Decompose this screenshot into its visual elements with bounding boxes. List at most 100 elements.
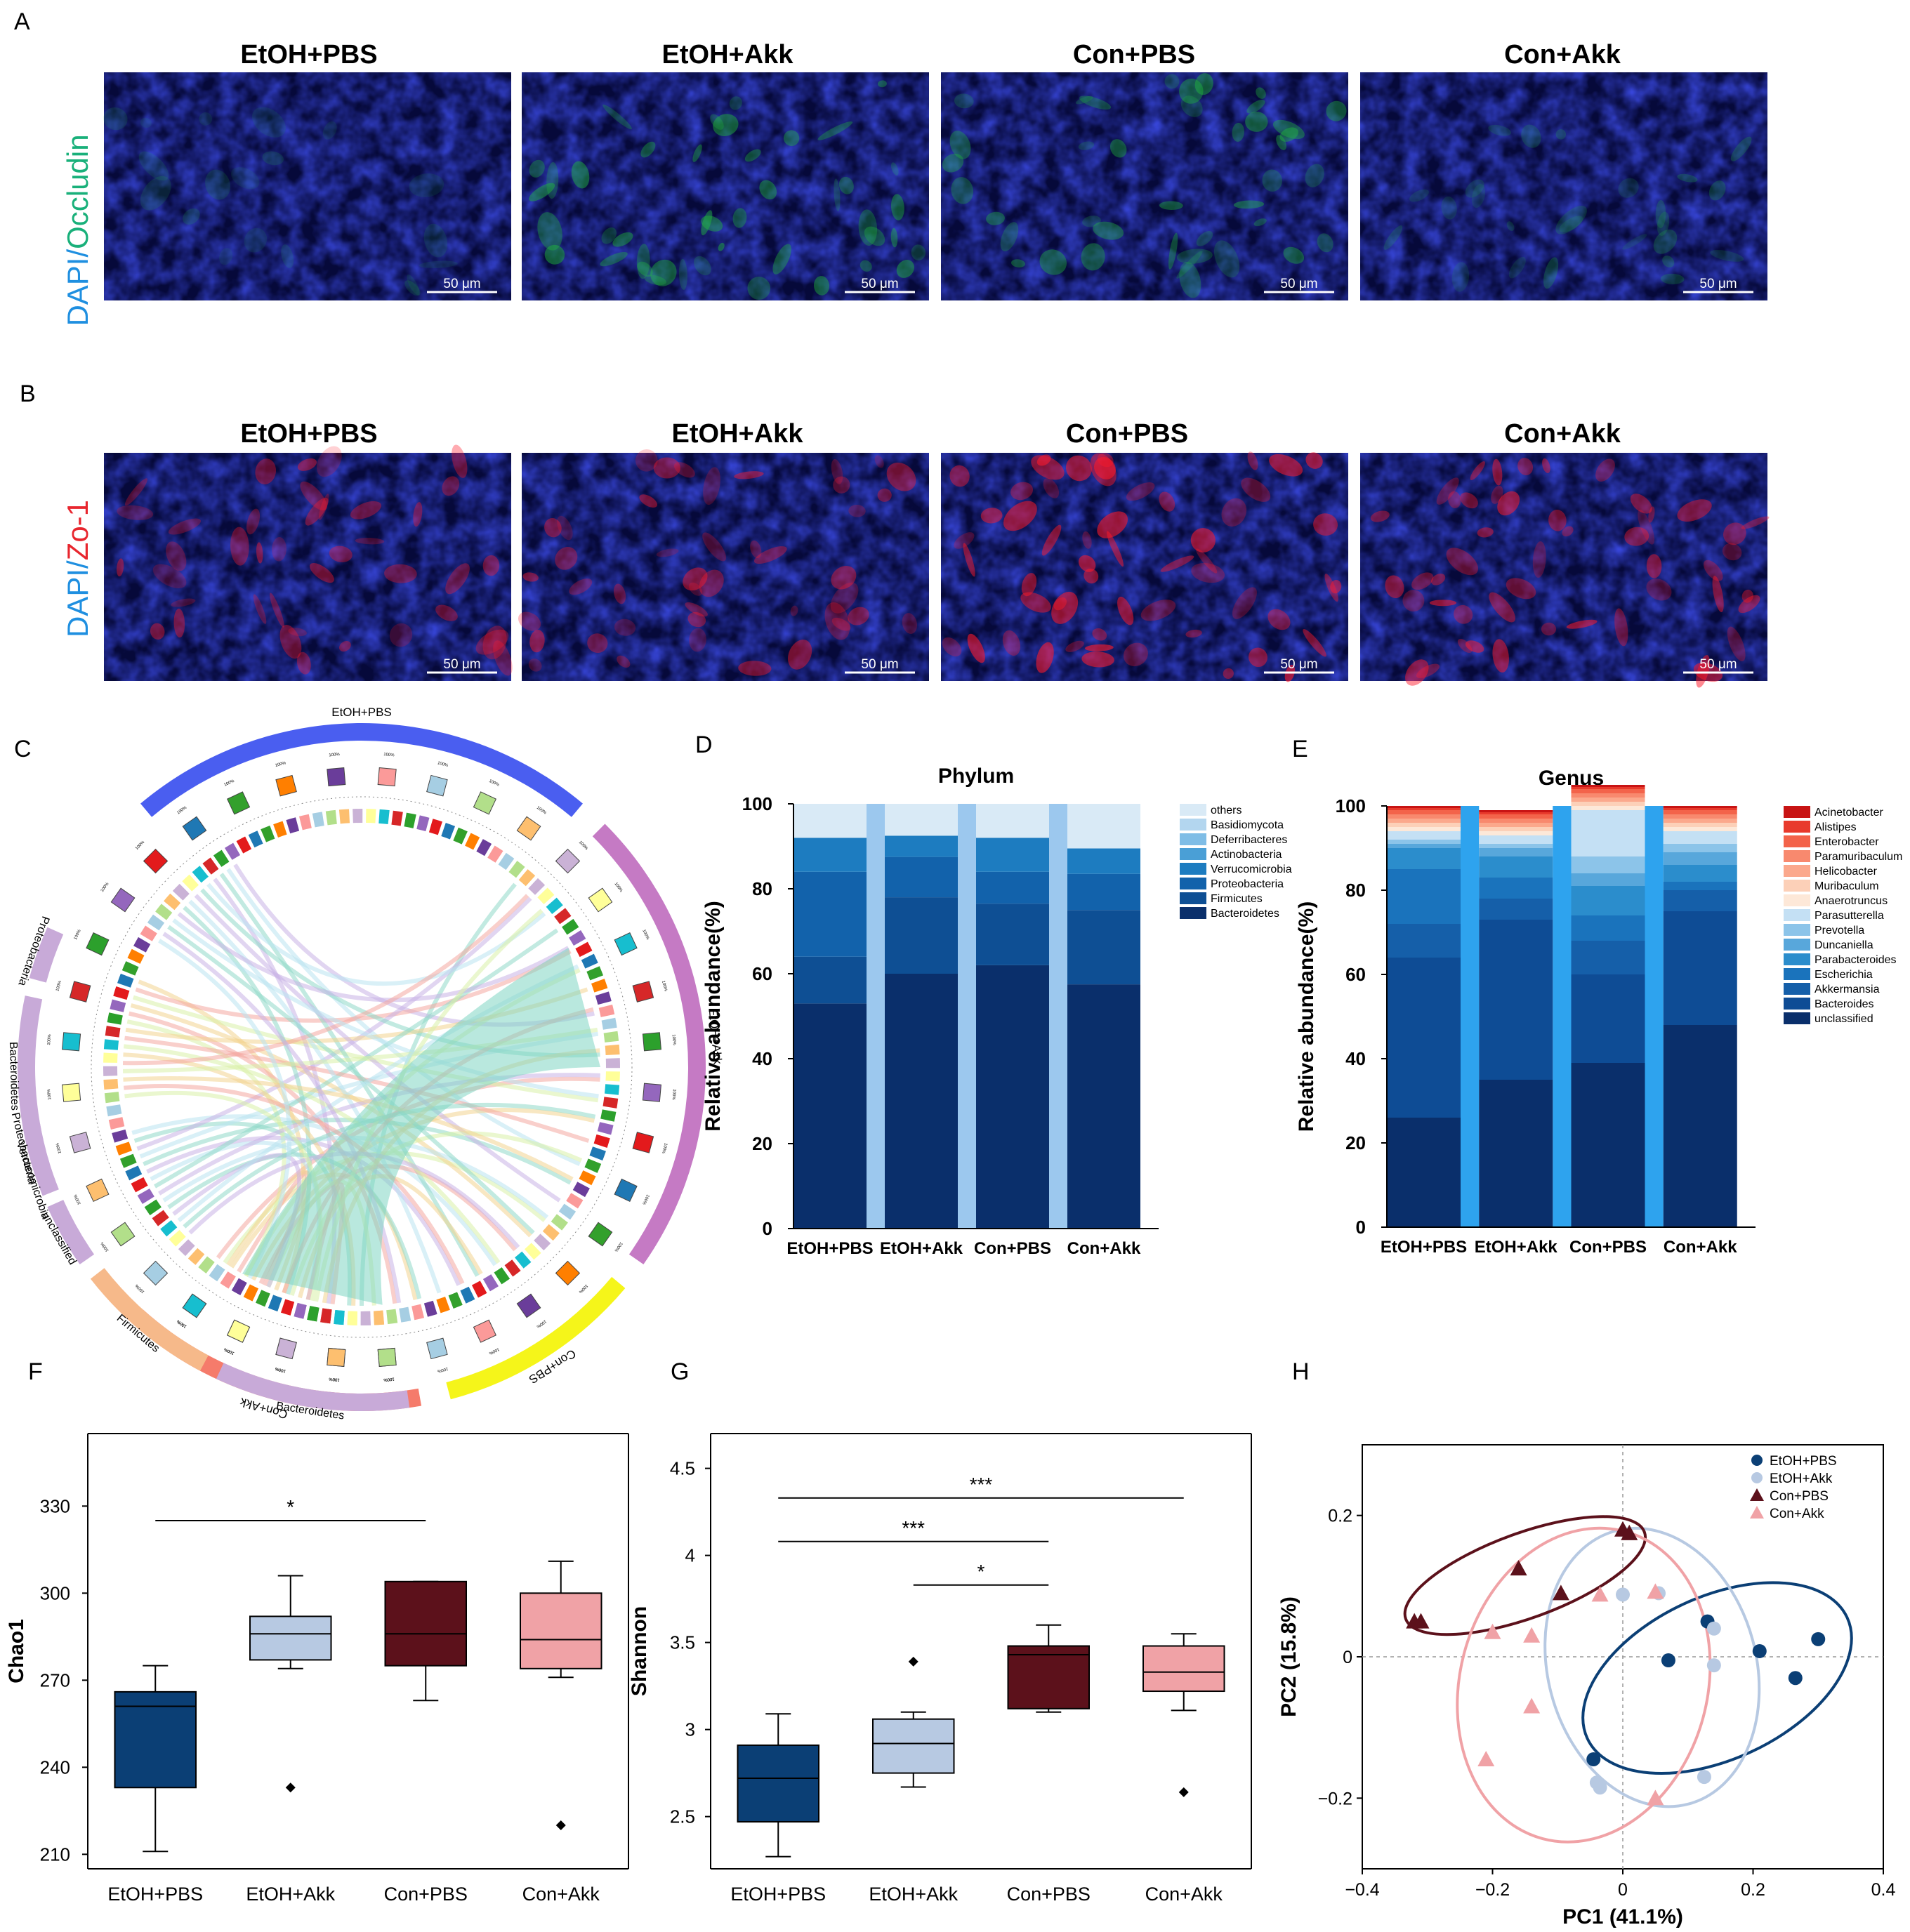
stain-signal [858,209,878,246]
bar-segment-enterobacter [1663,810,1737,814]
inner-color-segment [268,1295,282,1311]
inner-color-segment [534,1233,551,1251]
data-point [1647,1789,1664,1806]
stain-signal [1191,562,1225,583]
sample-bar-mini-chart [327,1347,346,1367]
inner-color-segment [325,809,337,826]
stain-signal [694,256,711,276]
stain-signal [612,232,633,247]
bar-segment-enterobacter [1479,814,1553,819]
bar-segment-helicobacter [1663,819,1737,823]
stain-signal [1541,622,1557,636]
stain-signal [653,457,680,479]
bar-segment-bacteroidetes [793,1003,867,1229]
sample-tick-label: 100% [135,1283,146,1294]
bar-segment-prevotella [1479,844,1553,848]
stain-signal [890,227,898,248]
stain-signal [848,504,866,517]
stain-signal [1041,524,1062,556]
stain-signal [1283,246,1305,264]
stain-signal [1477,527,1494,538]
stain-signal [544,244,565,265]
legend-swatch [1180,878,1206,889]
sample-bar-mini-chart [614,1178,638,1202]
stain-signal [555,547,578,570]
sample-bar-mini-chart [642,1032,661,1052]
stain-signal [262,151,284,166]
stain-signal [942,637,962,657]
stain-signal [1164,74,1180,89]
stain-signal [1416,663,1440,679]
y-axis-label: Shannon [628,1606,651,1696]
bar-segment-verrucomicrobia [793,838,867,872]
data-point [1616,1587,1630,1602]
bar-segment-escherichia [1571,915,1645,941]
sample-tick-label: 100% [383,753,395,757]
stain-signal [1409,189,1429,202]
scale-bar-label: 50 μm [861,277,898,291]
data-point [1484,1623,1501,1639]
x-tick-label: Con+Akk [1664,1238,1737,1257]
stain-signal [1126,482,1155,501]
bar-segment-paramuribaculum [1663,814,1737,819]
bar-segment-akkermansia [1387,924,1461,958]
stain-signal [1196,231,1213,246]
sample-tick-label: 100% [661,1142,668,1154]
stain-signal [271,537,286,562]
sample-bar-mini-chart [69,981,91,1003]
bar-segment-verrucomicrobia [1067,848,1140,874]
stain-signal [1094,457,1116,479]
stain-signal [338,641,351,652]
stain-signal [738,661,772,676]
stain-signal [1465,179,1484,198]
inner-color-segment [453,827,468,845]
stain-signal [1492,639,1509,673]
stain-signal [1232,587,1257,619]
inner-color-segment [198,1256,215,1273]
sample-tick-label: 100% [47,1034,52,1045]
stain-signal [687,611,706,628]
chord-link [136,896,532,1151]
stain-signal [1084,568,1099,584]
sample-bar-mini-chart [632,981,654,1003]
bar-segment-bacteroidetes [976,965,1049,1229]
y-tick-label: 240 [40,1756,70,1778]
inner-color-segment [558,1203,577,1220]
sample-tick-label: 100% [275,1366,286,1373]
stain-signal [689,628,706,652]
x-tick-label: 0.2 [1741,1880,1765,1900]
inner-color-segment [294,1302,307,1319]
group-arc-label: EtOH+PBS [331,706,392,719]
x-tick-label: EtOH+PBS [107,1884,203,1905]
x-tick-label: −0.4 [1345,1880,1379,1900]
stain-signal [1196,548,1218,574]
stain-signal [1648,506,1655,523]
legend-label: Basidiomycota [1211,819,1284,831]
stain-signal [1657,211,1670,236]
stain-signal [859,260,872,272]
stain-signal [877,80,887,88]
stain-signal [1411,572,1434,590]
inner-color-segment [471,1281,487,1298]
inner-color-segment [591,979,608,993]
stain-signal [1653,229,1678,254]
confidence-ellipse [1403,1515,1647,1636]
stain-signal [1492,458,1503,486]
inner-color-segment [575,941,593,958]
stain-signal [701,216,723,232]
inner-color-segment [160,1220,178,1237]
inner-color-segment [137,1188,154,1205]
y-tick-label: 300 [40,1582,70,1603]
row-b-title-con-akk: Con+Akk [1504,419,1621,449]
inner-color-segment [273,821,287,838]
y-tick-label: 100 [1336,795,1366,816]
inner-color-segment [600,1109,617,1122]
bar-segment-paramuribaculum [1479,819,1553,823]
stain-signal [1179,78,1204,104]
inner-color-segment [569,929,586,946]
sample-tick-label: 100% [275,1366,286,1373]
stain-signal [601,227,617,244]
inner-color-segment [416,815,430,832]
inner-color-segment [121,961,139,976]
